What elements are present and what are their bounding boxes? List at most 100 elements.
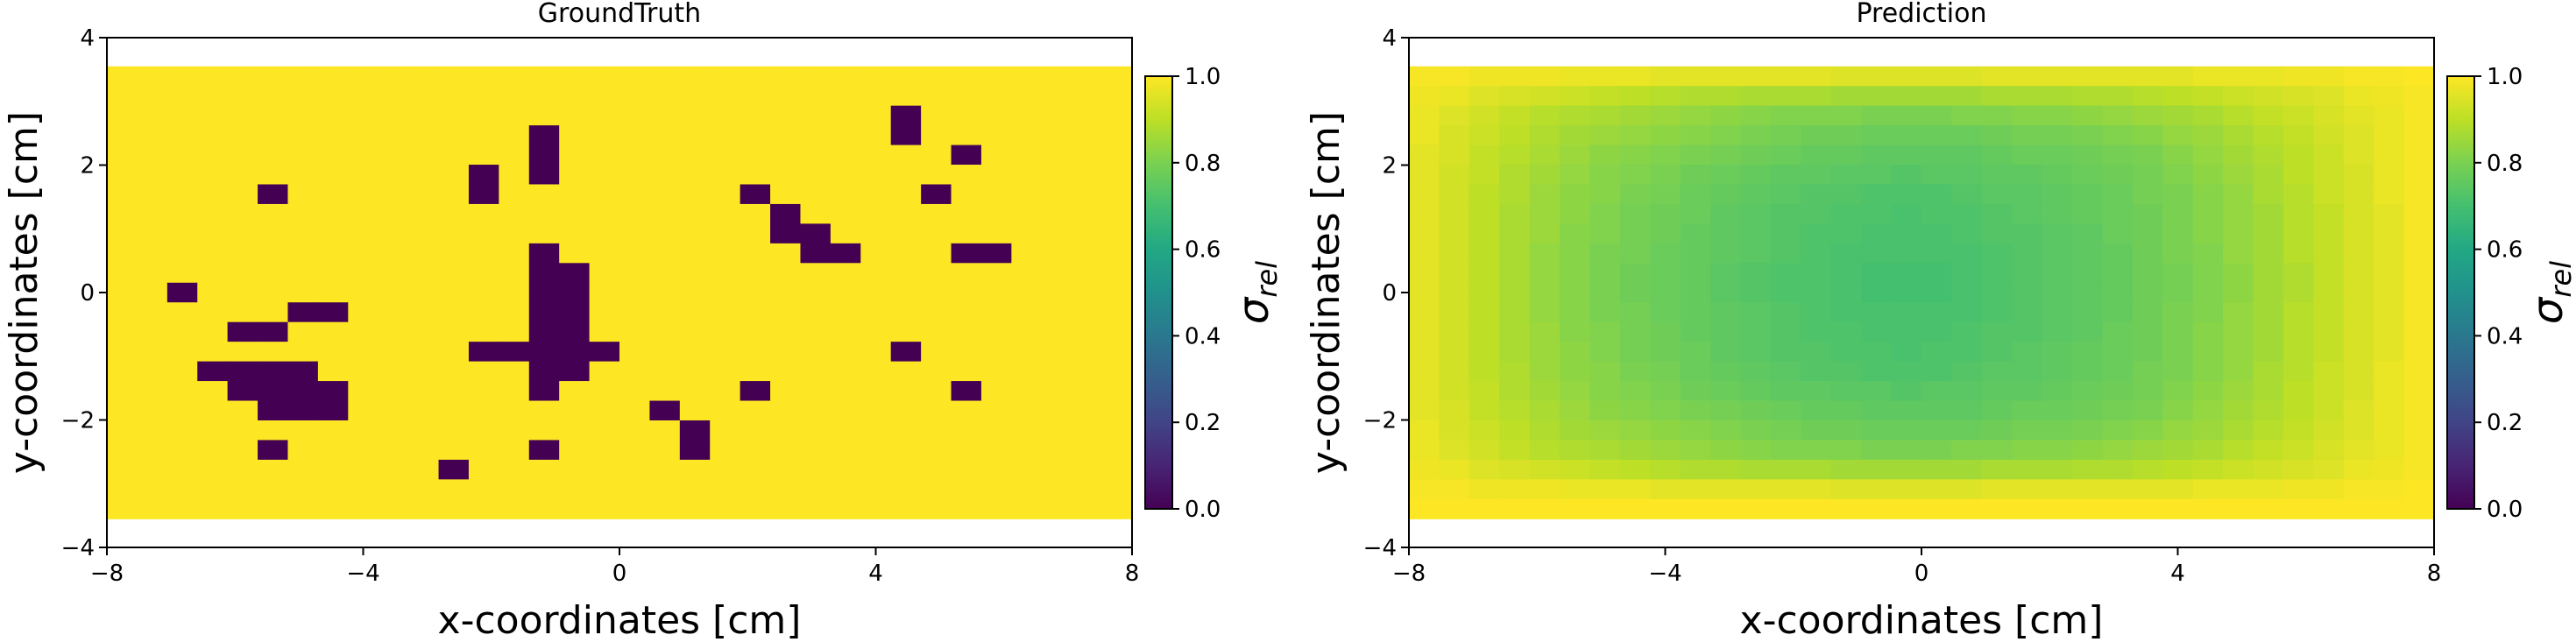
heatmap-cell	[2313, 342, 2345, 363]
heatmap-cell	[1830, 342, 1862, 363]
heatmap-cell	[921, 66, 952, 87]
heatmap-cell	[2403, 184, 2435, 205]
heatmap-cell	[2192, 440, 2224, 461]
heatmap-cell	[2162, 459, 2194, 480]
heatmap-cell	[589, 125, 620, 146]
heatmap-cell	[710, 282, 741, 303]
heatmap-cell	[1770, 440, 1801, 461]
heatmap-cell	[1921, 420, 1953, 441]
heatmap-cell	[589, 498, 620, 519]
heatmap-cell	[1981, 165, 2013, 186]
heatmap-cell	[951, 440, 982, 461]
heatmap-cell	[1710, 440, 1742, 461]
heatmap-cell	[649, 184, 681, 205]
heatmap-cell	[770, 243, 802, 264]
heatmap-cell	[408, 302, 440, 323]
heatmap-cell	[921, 381, 952, 402]
heatmap-cell	[1499, 184, 1531, 205]
heatmap-cell	[2313, 165, 2345, 186]
heatmap-cell	[2253, 86, 2284, 107]
heatmap-cell	[107, 223, 138, 244]
heatmap-cell	[258, 105, 289, 126]
heatmap-cell	[1740, 165, 1772, 186]
heatmap-cell	[860, 420, 892, 441]
heatmap-cell	[1740, 420, 1772, 441]
x-tick-label: 8	[1125, 561, 1140, 587]
heatmap-cell	[2132, 498, 2163, 519]
heatmap-cell	[2403, 479, 2435, 500]
y-tick-label: −2	[61, 408, 95, 434]
heatmap-cell	[890, 440, 922, 461]
heatmap-cell	[438, 125, 470, 146]
heatmap-cell	[1921, 184, 1953, 205]
heatmap-cell	[1981, 361, 2013, 382]
heatmap-cell	[951, 165, 982, 186]
heatmap-cell	[980, 282, 1012, 303]
heatmap-cell	[890, 86, 922, 107]
heatmap-cell	[1951, 459, 1983, 480]
heatmap-cell	[317, 321, 349, 342]
heatmap-cell	[378, 125, 409, 146]
heatmap-cell	[619, 105, 651, 126]
heatmap-cell	[1499, 479, 1531, 500]
heatmap-cell	[1468, 203, 1500, 224]
heatmap-cell	[1921, 282, 1953, 303]
heatmap-cell	[740, 420, 771, 441]
heatmap-cell	[2343, 400, 2374, 421]
heatmap-cell	[1560, 400, 1591, 421]
heatmap-cell	[348, 381, 379, 402]
heatmap-cell	[2132, 440, 2163, 461]
heatmap-cell	[2132, 400, 2163, 421]
heatmap-cell	[1619, 223, 1651, 244]
heatmap-cell	[2192, 498, 2224, 519]
heatmap-cell	[2012, 86, 2043, 107]
heatmap-cell	[1861, 498, 1893, 519]
heatmap-cell	[980, 440, 1012, 461]
heatmap-cell	[1011, 282, 1043, 303]
heatmap-cell	[619, 420, 651, 441]
heatmap-cell	[1861, 145, 1893, 166]
heatmap-cell	[2253, 302, 2284, 323]
heatmap-cell	[2374, 243, 2405, 264]
heatmap-cell	[2162, 184, 2194, 205]
heatmap-cell	[951, 243, 982, 264]
heatmap-cell	[1680, 165, 1711, 186]
heatmap-cell	[227, 184, 258, 205]
heatmap-cell	[348, 66, 379, 87]
heatmap-cell	[348, 203, 379, 224]
heatmap-cell	[2313, 420, 2345, 441]
heatmap-cell	[317, 86, 349, 107]
heatmap-cell	[2223, 342, 2254, 363]
heatmap-cell	[317, 282, 349, 303]
heatmap-cell	[770, 203, 802, 224]
heatmap-cell	[137, 381, 168, 402]
heatmap-cell	[1589, 125, 1621, 146]
heatmap-cell	[1011, 381, 1043, 402]
heatmap-cell	[2102, 302, 2134, 323]
heatmap-cell	[1101, 420, 1133, 441]
heatmap-cell	[438, 223, 470, 244]
heatmap-cell	[2072, 125, 2104, 146]
heatmap-cell	[1951, 263, 1983, 284]
heatmap-cell	[1921, 498, 1953, 519]
heatmap-cell	[1560, 105, 1591, 126]
heatmap-cell	[1830, 263, 1862, 284]
heatmap-cell	[619, 282, 651, 303]
heatmap-cell	[1439, 145, 1470, 166]
heatmap-cell	[408, 440, 440, 461]
colorbar-tick-label: 0.2	[2487, 410, 2523, 436]
colorbar-tick-label: 1.0	[1185, 64, 1221, 90]
heatmap-cell	[860, 263, 892, 284]
heatmap-cell	[679, 302, 711, 323]
heatmap-cell	[1499, 145, 1531, 166]
heatmap-cell	[1770, 361, 1801, 382]
heatmap-cell	[830, 243, 861, 264]
heatmap-cell	[1740, 203, 1772, 224]
heatmap-cell	[860, 479, 892, 500]
heatmap-cell	[1072, 243, 1103, 264]
heatmap-cell	[348, 145, 379, 166]
heatmap-cell	[2343, 145, 2374, 166]
heatmap-cell	[1770, 165, 1801, 186]
colorbar-label: σrel	[1229, 261, 1284, 324]
heatmap-cell	[2012, 321, 2043, 342]
